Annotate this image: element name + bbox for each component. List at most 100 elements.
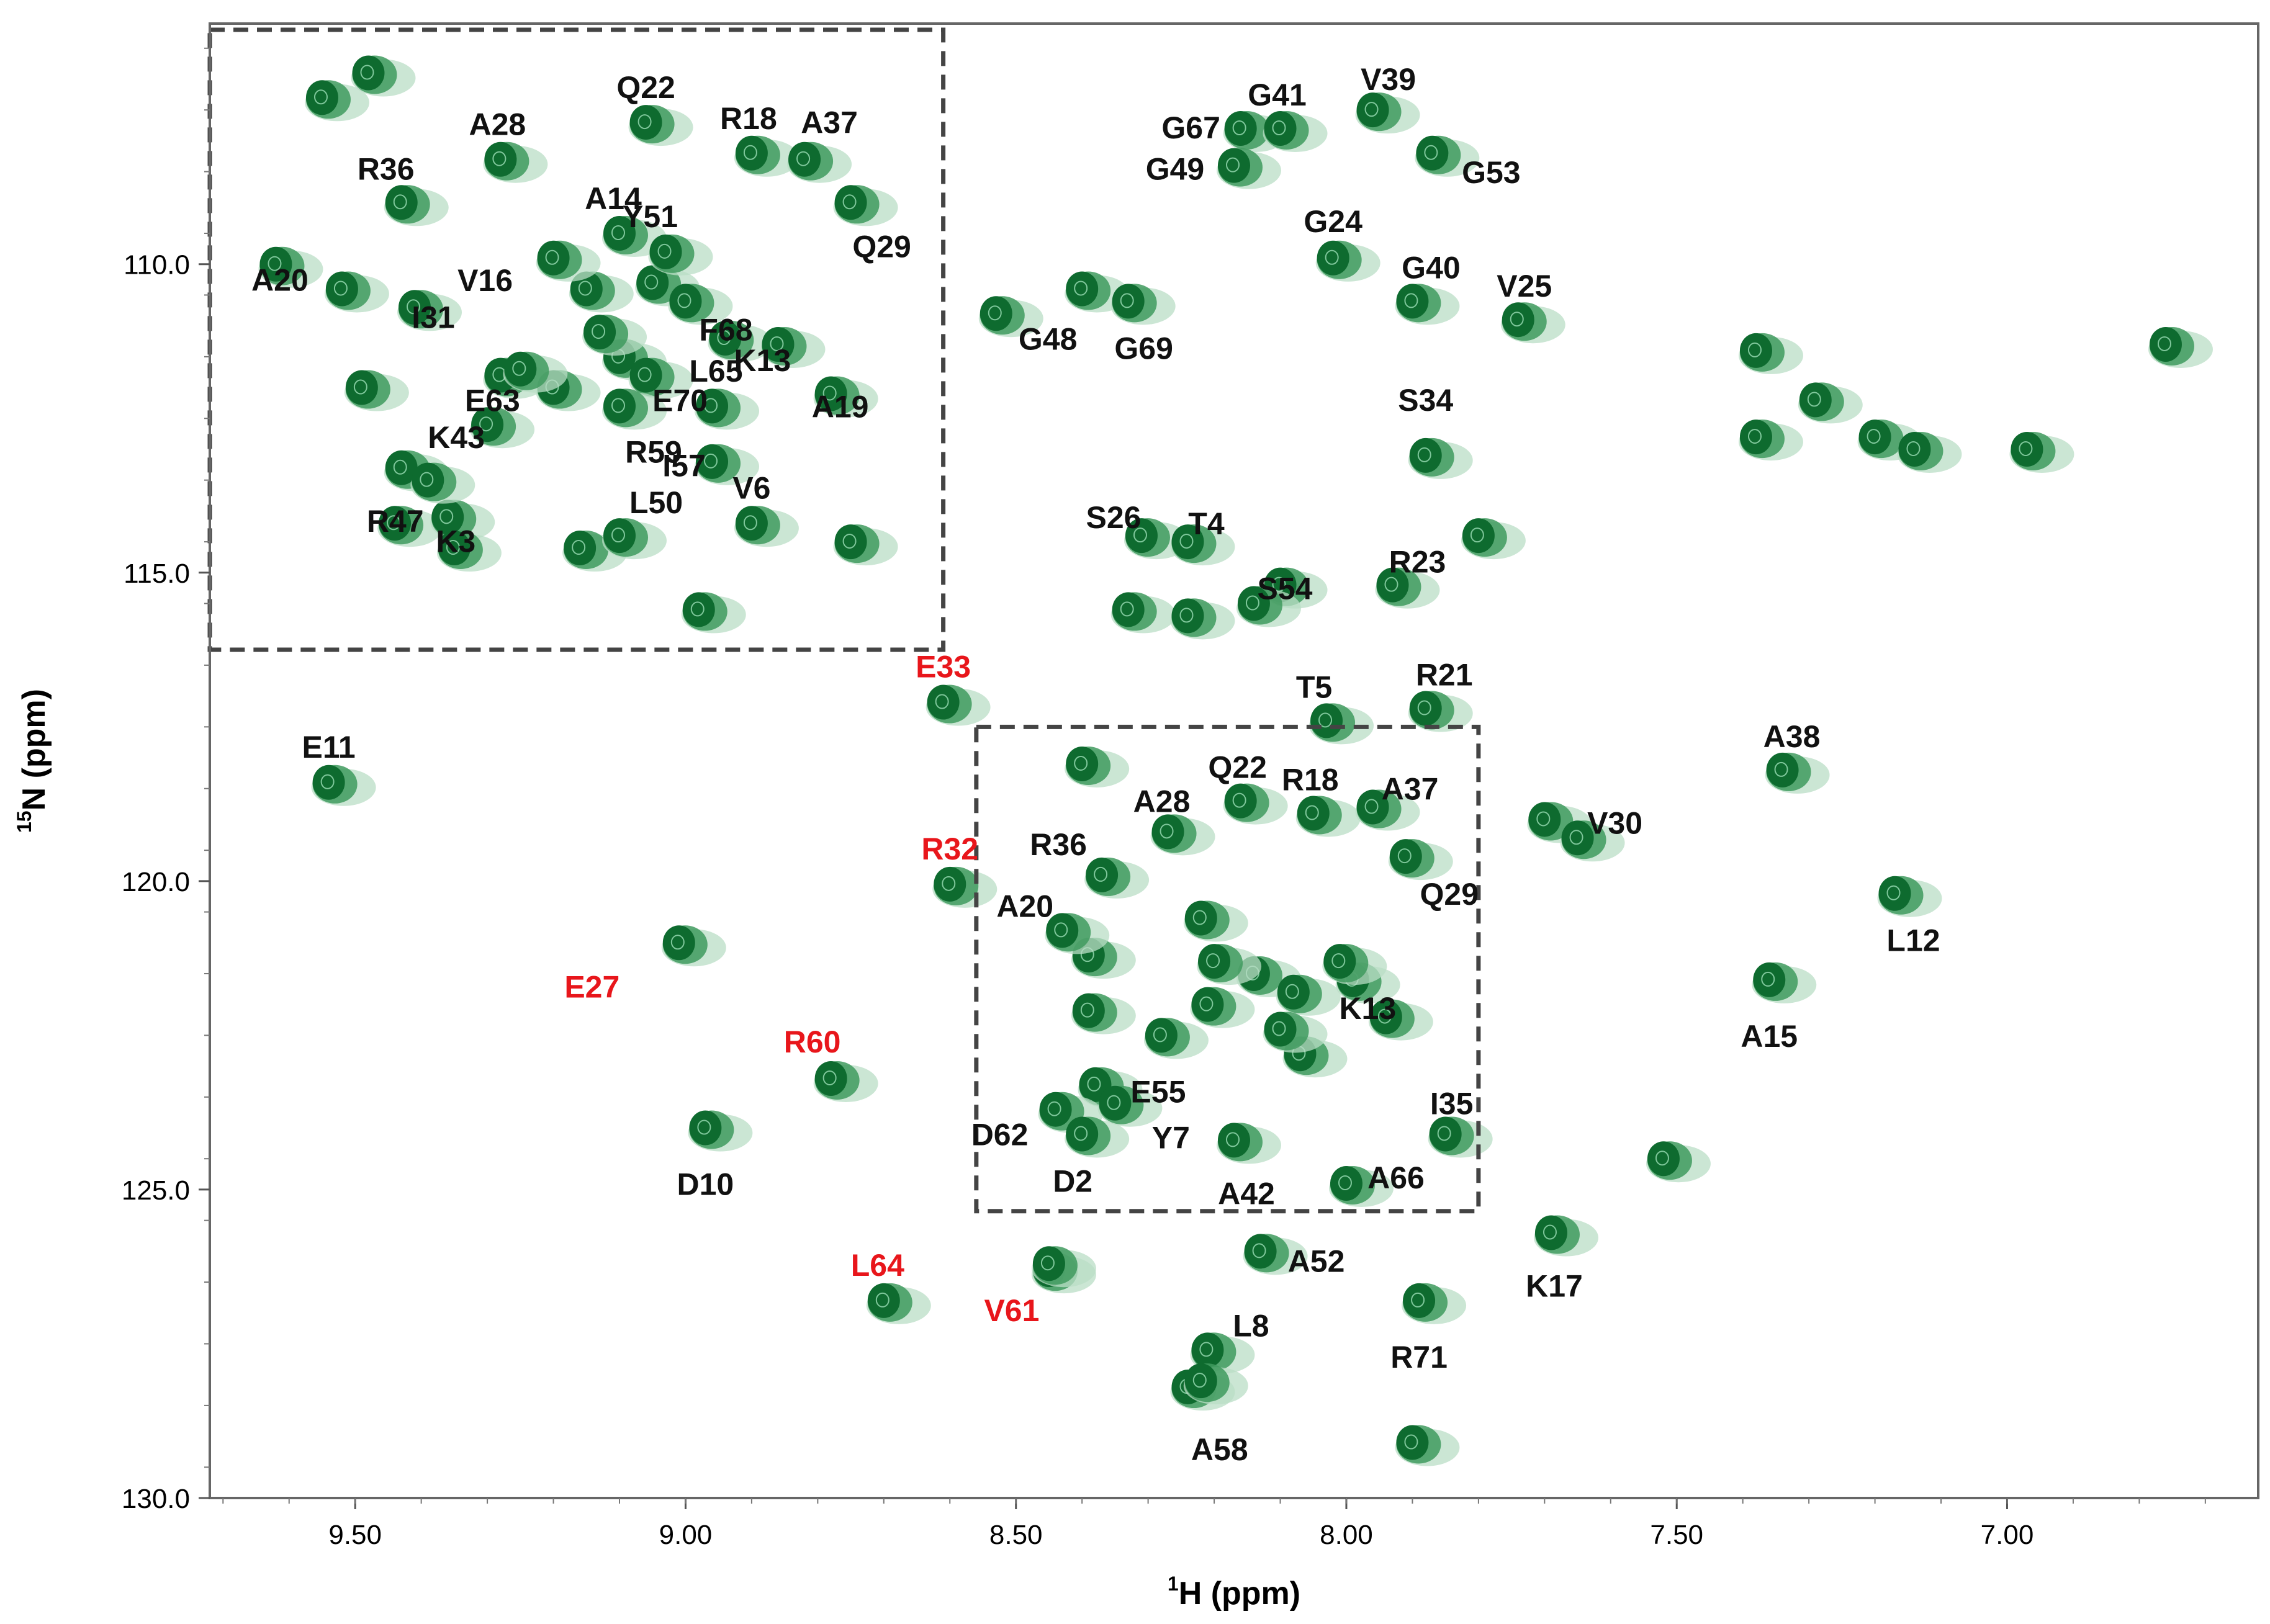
peak-a15-28-contour xyxy=(1761,971,1775,987)
peak-label-l50: L50 xyxy=(629,485,683,520)
peak-label-v16: V16 xyxy=(457,263,513,298)
peak-r36-53-core xyxy=(385,185,418,220)
peak-g49-11-contour xyxy=(1226,157,1240,173)
peak-g40-14-contour xyxy=(1404,293,1418,308)
y-tick-label-2: 120.0 xyxy=(122,867,190,897)
peak-e27-3-contour xyxy=(670,935,685,950)
peak-e70-64-contour xyxy=(637,367,652,382)
peak-label-a19: A19 xyxy=(812,389,869,424)
peak-a52-30-contour xyxy=(1252,1243,1266,1258)
peak-a20-58 xyxy=(324,271,389,313)
peak-k17-29-core xyxy=(1534,1215,1567,1250)
unassigned-peak-37 xyxy=(1263,1012,1328,1053)
peak-a20-58-contour xyxy=(333,280,348,296)
unassigned-peak-6-contour xyxy=(578,280,592,296)
peak-t5-23-core xyxy=(1310,703,1343,738)
unassigned-peak-11-contour xyxy=(446,540,460,555)
peak-e70-64-core xyxy=(629,357,662,393)
peak-g67-8-core xyxy=(1224,111,1257,146)
peak-d2-46-core xyxy=(1066,1116,1099,1152)
unassigned-peak-15 xyxy=(833,524,898,566)
unassigned-peak-20-core xyxy=(1799,382,1832,418)
peak-r32-2-core xyxy=(934,866,966,902)
peak-r47-67-core xyxy=(385,450,418,485)
x-tick-label-4: 7.50 xyxy=(1650,1520,1703,1550)
peak-label-e27: E27 xyxy=(564,969,619,1004)
peak-a15-28-core xyxy=(1753,962,1786,997)
peak-d10-5 xyxy=(688,1110,753,1152)
peak-l65-62-core xyxy=(762,326,795,362)
unassigned-peak-23 xyxy=(2009,431,2074,473)
peak-g24-13 xyxy=(1315,240,1380,282)
peak-i35-45-core xyxy=(1429,1116,1462,1152)
peak-v61-7-core xyxy=(1032,1246,1065,1281)
peak-v25-15-core xyxy=(1502,302,1534,338)
unassigned-peak-39 xyxy=(1071,993,1136,1034)
unassigned-peak-13 xyxy=(602,518,667,560)
peak-s54-21-contour xyxy=(1245,595,1259,611)
unassigned-peak-30-core xyxy=(1528,802,1561,837)
peak-a52-30 xyxy=(1243,1234,1308,1275)
peak-a66-48 xyxy=(1328,1165,1394,1207)
peak-a20-40-contour xyxy=(1054,922,1068,938)
peak-label-v6: V6 xyxy=(732,470,770,505)
peak-d2-46-contour xyxy=(1074,1126,1088,1141)
peak-f68-60 xyxy=(668,284,733,325)
unassigned-peak-35 xyxy=(1368,999,1433,1041)
peak-r18-50-contour xyxy=(743,145,757,160)
unassigned-peak-24-core xyxy=(2149,326,2182,362)
peak-l64-6-contour xyxy=(875,1292,890,1308)
peak-label-a37: A37 xyxy=(1382,772,1439,807)
peak-label-d10: D10 xyxy=(677,1167,734,1202)
peak-label-s34: S34 xyxy=(1398,383,1453,418)
unassigned-peak-18-core xyxy=(1739,333,1772,368)
peak-r21-24-core xyxy=(1409,691,1442,726)
peak-q29-54-core xyxy=(834,185,867,220)
peak-label-l65: L65 xyxy=(689,354,742,388)
peak-d2-46 xyxy=(1065,1116,1130,1158)
peak-a19-65 xyxy=(813,376,878,418)
unassigned-peak-17-core xyxy=(980,296,1012,331)
peak-s34-20-core xyxy=(1409,437,1442,473)
peak-k13-41-core xyxy=(1323,944,1356,979)
peak-a37-36 xyxy=(1355,789,1420,831)
axes-layer: 9.50 9.00 8.50 8.00 7.50 7.00 110.0 115.0 120.0 1… xyxy=(122,47,2206,1550)
peak-v25-15 xyxy=(1500,302,1565,344)
peak-v16-57-core xyxy=(537,240,570,276)
unassigned-peak-16-core xyxy=(345,370,378,405)
peak-d62-43-contour xyxy=(1047,1101,1061,1116)
unassigned-peak-15-contour xyxy=(842,534,857,549)
unassigned-peak-23-core xyxy=(2011,431,2043,467)
unassigned-peak-31-core xyxy=(1191,987,1224,1022)
peak-label-r47: R47 xyxy=(367,504,424,539)
peak-label-q22: Q22 xyxy=(1208,750,1267,785)
peak-a52-30-core xyxy=(1244,1234,1277,1269)
unassigned-peak-0-contour xyxy=(360,65,374,80)
peak-a38-25 xyxy=(1765,752,1830,794)
peak-s26-18-core xyxy=(1125,518,1158,554)
peak-label-t4: T4 xyxy=(1188,506,1225,541)
peak-f68-60-core xyxy=(669,284,702,319)
peak-l64-6 xyxy=(866,1283,931,1324)
peak-e70-64 xyxy=(628,357,693,399)
peak-a42-47-core xyxy=(1218,1123,1250,1158)
peak-i57-66-core xyxy=(696,388,729,424)
unassigned-peak-44-contour xyxy=(1404,1434,1418,1450)
peak-q22-49-contour xyxy=(637,114,652,130)
peak-r18-35-core xyxy=(1297,796,1330,831)
peak-a28-52 xyxy=(483,141,548,183)
peak-label-r60: R60 xyxy=(784,1025,841,1059)
peak-v16-57 xyxy=(536,240,601,282)
peak-a58-33 xyxy=(1183,1363,1248,1405)
y-tick-label-0: 110.0 xyxy=(124,250,190,280)
peak-e55-42-core xyxy=(1145,1018,1178,1053)
peak-label-q29: Q29 xyxy=(852,229,911,264)
peak-r21-24 xyxy=(1408,691,1473,732)
peak-s54-21 xyxy=(1236,586,1301,627)
peak-a58-33-contour xyxy=(1192,1373,1207,1388)
peak-v30-26-contour xyxy=(1569,830,1583,845)
peak-label-k13: K13 xyxy=(1339,991,1396,1026)
peak-r23-22 xyxy=(1375,567,1440,609)
peak-i31-59-contour xyxy=(407,299,420,315)
